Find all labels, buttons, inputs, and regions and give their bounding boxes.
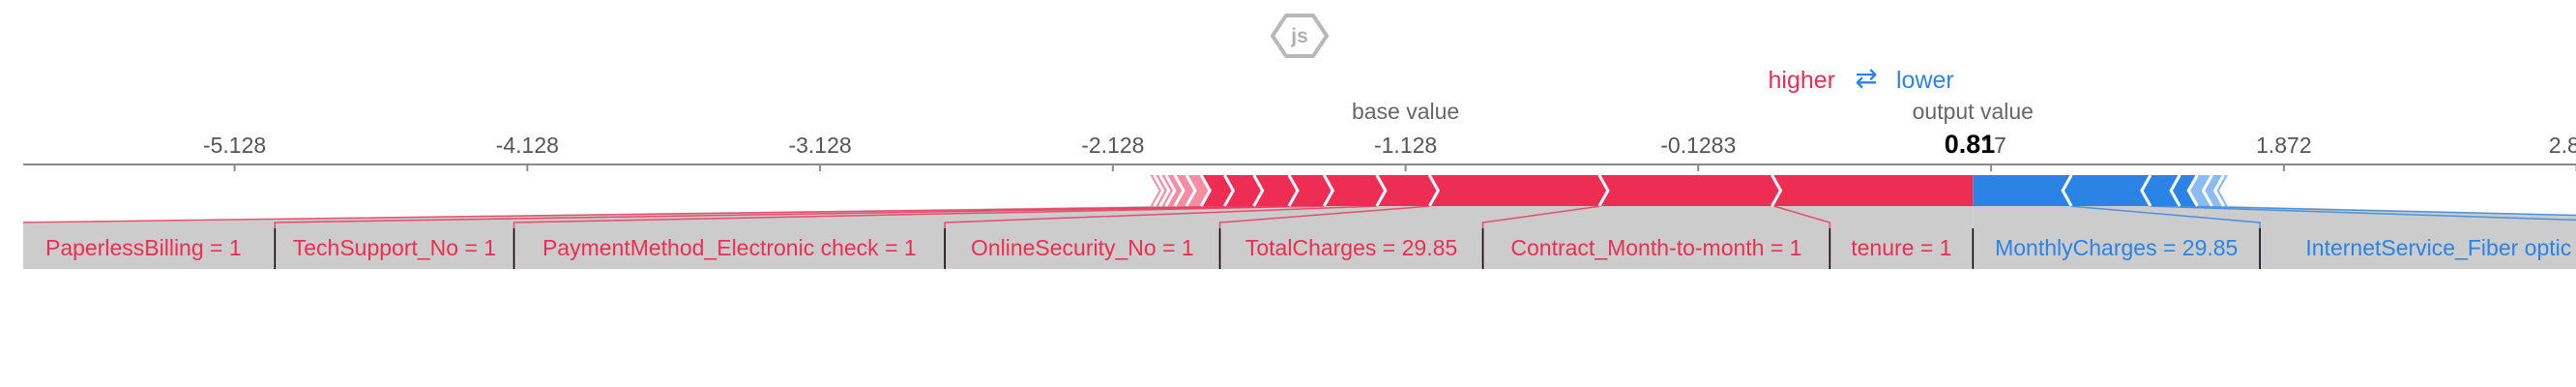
feature-label-negative: MonthlyCharges = 29.85 [1995, 235, 2238, 260]
js-logo-hexagon [1271, 14, 1329, 58]
js-logo: js [1271, 14, 1329, 58]
output-value-label: output value [1913, 99, 2034, 124]
output-value-number: 0.81 [1945, 130, 1996, 159]
force-bar-positive [1773, 175, 1974, 206]
force-bar-positive [1290, 175, 1335, 206]
force-bar-divider [2186, 174, 2199, 207]
force-bar-divider [2201, 174, 2213, 207]
x-axis-tick-label: 2.872 [2549, 133, 2576, 158]
force-bar-divider [1597, 174, 1610, 207]
x-axis-tick-label: -0.1283 [1660, 133, 1736, 158]
x-axis-tick-label: -5.128 [203, 133, 266, 158]
feature-label-positive: PaymentMethod_Electronic check = 1 [542, 235, 917, 260]
feature-label-negative: InternetService_Fiber optic = 0 [2305, 235, 2576, 260]
force-bar-negative [2139, 175, 2179, 206]
connector-line-negative [2148, 205, 2576, 222]
connector-line-positive [23, 205, 1256, 223]
js-logo-text: js [1290, 25, 1308, 47]
force-bar-divider [2140, 174, 2152, 207]
connector-line-negative [2178, 205, 2576, 217]
x-axis: -5.128 -4.128 -3.128 -2.128 -1.128 -0.1283 17 1… [23, 133, 2576, 171]
x-axis-tick-label: -4.128 [496, 133, 559, 158]
feature-label-positive: tenure = 1 [1851, 235, 1951, 260]
force-bar-divider [2212, 174, 2225, 207]
x-axis-tick-label: 17 [1981, 133, 2006, 158]
feature-label-positive: PaperlessBilling = 1 [45, 235, 242, 260]
force-bar-divider [1158, 174, 1171, 207]
force-bar-divider [1173, 174, 1186, 207]
legend-arrows-icon: ⇄ [1855, 63, 1877, 93]
force-bar-positive [1431, 175, 1610, 206]
force-bars [1150, 174, 2232, 207]
force-bar-divider [1185, 174, 1197, 207]
feature-labels: tenure = 1 Contract_Month-to-month = 1 Tot… [45, 228, 2576, 269]
x-axis-tick-label: 1.872 [2256, 133, 2312, 158]
base-value-label: base value [1352, 99, 1459, 124]
force-bar-divider [1164, 174, 1177, 207]
force-bar-positive [1203, 175, 1236, 206]
force-bar-divider [1322, 174, 1334, 207]
force-bar-positive [1326, 175, 1388, 206]
force-bar-positive [1255, 175, 1300, 206]
force-bar-divider [2169, 174, 2181, 207]
force-bar-positive [1226, 175, 1265, 206]
feature-label-positive: TechSupport_No = 1 [293, 235, 496, 260]
force-bar-divider [2061, 174, 2073, 207]
force-bar-negative [1973, 175, 2070, 206]
x-axis-tick-label: -3.128 [788, 133, 851, 158]
x-axis-tick-label: -2.128 [1081, 133, 1144, 158]
x-axis-tick-label: -1.128 [1374, 133, 1437, 158]
force-bar-positive [1378, 175, 1441, 206]
force-bar-divider [1287, 174, 1300, 207]
feature-label-positive: Contract_Month-to-month = 1 [1510, 235, 1801, 260]
force-bar-divider [1375, 174, 1388, 207]
label-band-negative [1973, 206, 2576, 269]
feature-label-positive: OnlineSecurity_No = 1 [971, 235, 1194, 260]
force-bar-negative [2061, 175, 2149, 206]
force-bar-divider [1771, 174, 1783, 207]
legend-higher-label: higher [1769, 67, 1836, 94]
force-bar-divider [1427, 174, 1440, 207]
force-bar-divider [1252, 174, 1265, 207]
legend-lower-label: lower [1896, 67, 1954, 94]
force-bar-divider [1199, 174, 1212, 207]
force-bar-divider [1223, 174, 1236, 207]
force-bar-positive [1167, 175, 1186, 206]
feature-label-positive: TotalCharges = 29.85 [1245, 235, 1457, 260]
force-bar-divider [2218, 174, 2232, 207]
force-bar-positive [1600, 175, 1783, 206]
force-bar-divider [1153, 174, 1165, 207]
